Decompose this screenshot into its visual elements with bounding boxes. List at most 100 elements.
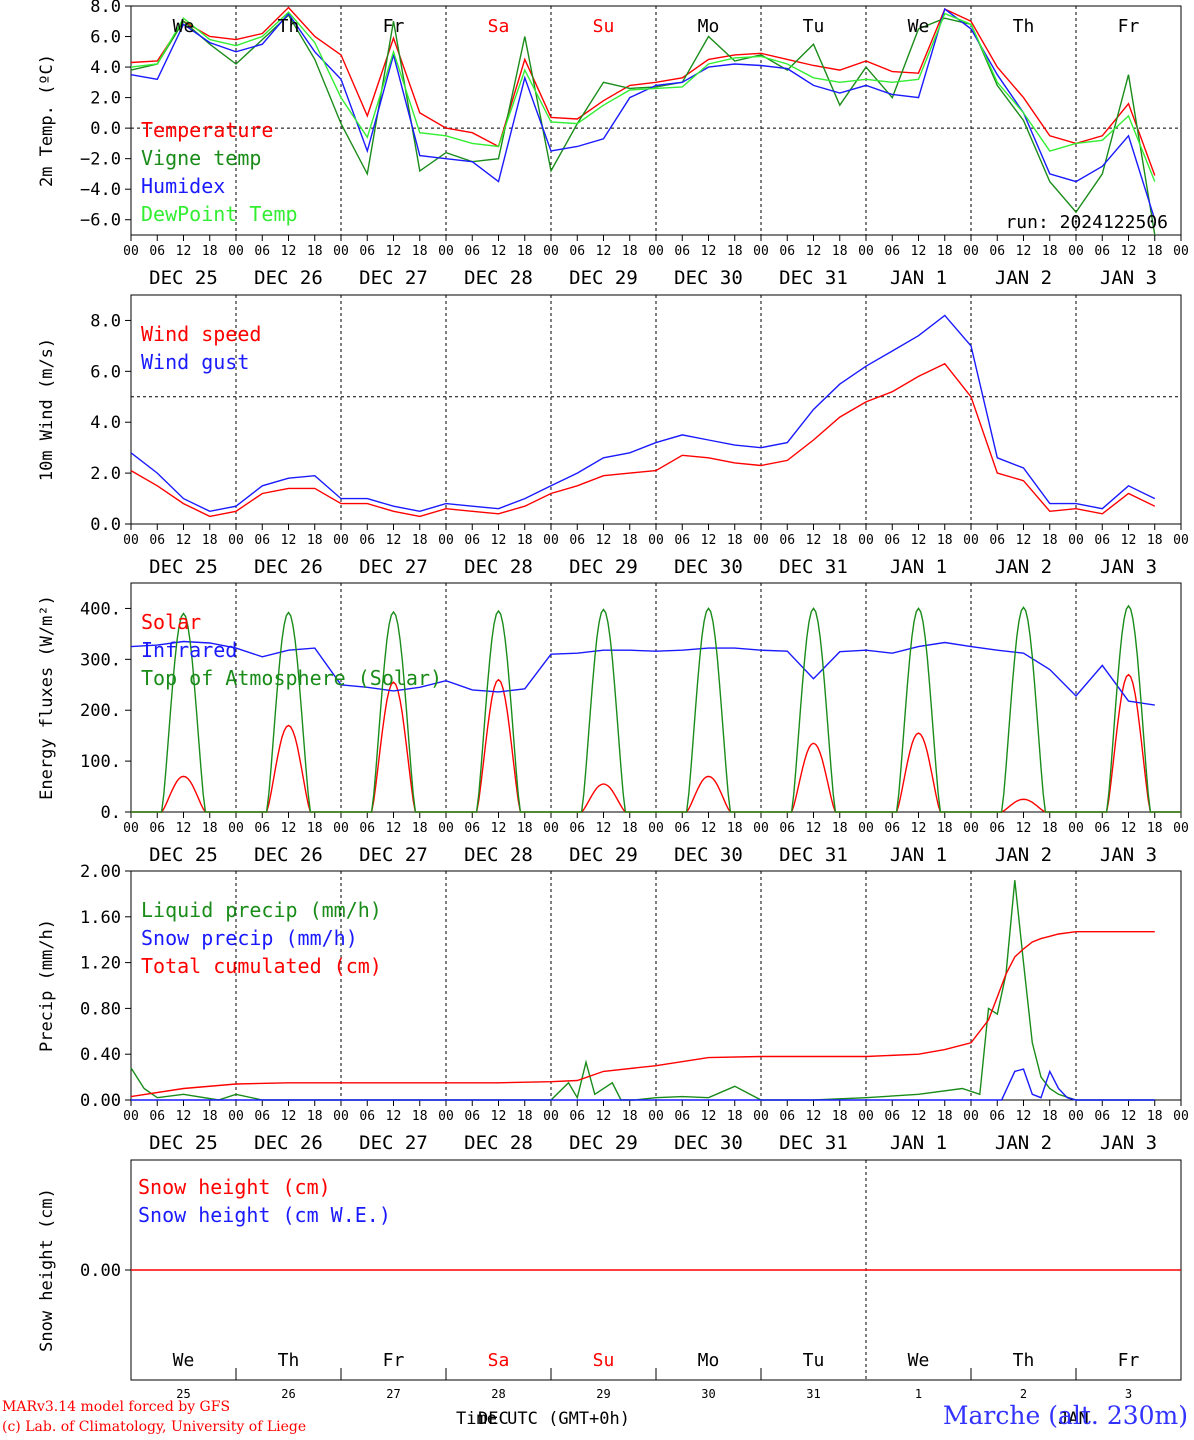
y-tick-label: 0. <box>101 803 121 823</box>
hour-tick-label: 06 <box>1094 821 1110 836</box>
day-number: 1 <box>915 1387 922 1401</box>
date-label: DEC 29 <box>569 556 638 578</box>
hour-tick-label: 06 <box>674 1109 690 1124</box>
date-label: JAN 3 <box>1100 267 1157 289</box>
legend-entry: DewPoint Temp <box>141 202 298 226</box>
panel-1 <box>125 5 1182 241</box>
hour-tick-label: 06 <box>359 821 375 836</box>
hour-tick-label: 00 <box>123 1109 139 1124</box>
hour-tick-label: 06 <box>149 821 165 836</box>
day-number: 28 <box>491 1387 505 1401</box>
date-label: JAN 2 <box>995 844 1052 866</box>
weekday-label: Fr <box>1118 16 1140 37</box>
hour-tick-label: 06 <box>254 1109 270 1124</box>
hour-tick-label: 00 <box>753 533 769 548</box>
weekday-label: Mo <box>698 1350 720 1371</box>
y-axis-label: Energy fluxes (W/m²) <box>37 595 57 800</box>
weekday-label: Su <box>593 1350 615 1371</box>
series-line-dewpoint-temp <box>130 11 1156 182</box>
hour-tick-label: 00 <box>543 1109 559 1124</box>
date-label: DEC 27 <box>359 556 428 578</box>
date-label: DEC 29 <box>569 267 638 289</box>
weekday-label: We <box>173 16 195 37</box>
hour-tick-label: 00 <box>228 1109 244 1124</box>
series-group <box>130 314 1156 518</box>
y-tick-label: −6.0 <box>80 211 121 231</box>
date-label: DEC 29 <box>569 1132 638 1154</box>
y-tick-label: −4.0 <box>80 180 121 200</box>
series-line-temperature <box>130 6 1156 176</box>
date-label: JAN 3 <box>1100 1132 1157 1154</box>
panel-4 <box>125 870 1182 1106</box>
hour-tick-label: 18 <box>517 244 533 259</box>
date-label: JAN 3 <box>1100 556 1157 578</box>
run-annotation: run: 2024122506 <box>1005 212 1168 233</box>
hour-tick-label: 18 <box>1147 1109 1163 1124</box>
day-number: 30 <box>701 1387 715 1401</box>
hour-tick-label: 06 <box>884 533 900 548</box>
weekday-label: We <box>908 1350 930 1371</box>
day-number: 2 <box>1020 1387 1027 1401</box>
weekday-label: Th <box>1013 1350 1035 1371</box>
hour-tick-label: 12 <box>1016 533 1032 548</box>
hour-tick-label: 18 <box>517 533 533 548</box>
legend-entry: Top of Atmosphere (Solar) <box>141 666 442 690</box>
date-label: DEC 29 <box>569 844 638 866</box>
hour-tick-label: 00 <box>543 244 559 259</box>
series-line-total-cumulated-cm- <box>130 931 1155 1098</box>
hour-tick-label: 06 <box>359 533 375 548</box>
hour-tick-label: 18 <box>832 533 848 548</box>
y-tick-label: 0.00 <box>80 1261 121 1281</box>
legend-entry: Humidex <box>141 174 225 198</box>
hour-tick-label: 00 <box>963 821 979 836</box>
hour-tick-label: 06 <box>464 533 480 548</box>
legend-entry: Wind gust <box>141 350 249 374</box>
series-line-wind-speed <box>130 362 1156 518</box>
hour-tick-label: 00 <box>543 821 559 836</box>
series-line-snow-precip-mm-h- <box>131 1068 1155 1101</box>
hour-tick-label: 12 <box>1016 821 1032 836</box>
day-number: 27 <box>386 1387 400 1401</box>
date-label: DEC 25 <box>149 556 218 578</box>
legend-entry: Vigne temp <box>141 146 261 170</box>
hour-tick-label: 18 <box>622 533 638 548</box>
weekday-label: Th <box>278 1350 300 1371</box>
hour-tick-label: 00 <box>858 533 874 548</box>
legend-entry: Snow height (cm W.E.) <box>138 1203 391 1227</box>
hour-tick-label: 18 <box>832 821 848 836</box>
hour-tick-label: 06 <box>569 533 585 548</box>
date-label: DEC 26 <box>254 556 323 578</box>
hour-tick-label: 12 <box>281 533 297 548</box>
hour-tick-label: 06 <box>989 821 1005 836</box>
date-label: DEC 28 <box>464 556 533 578</box>
y-tick-label: 2.0 <box>90 464 121 484</box>
hour-tick-label: 12 <box>806 533 822 548</box>
weekday-label: Fr <box>383 1350 405 1371</box>
hour-tick-label: 12 <box>386 244 402 259</box>
hour-tick-label: 18 <box>1042 533 1058 548</box>
hour-tick-label: 12 <box>701 1109 717 1124</box>
weekday-label: Th <box>1013 16 1035 37</box>
hour-tick-label: 18 <box>307 244 323 259</box>
hour-tick-label: 18 <box>202 244 218 259</box>
hour-tick-label: 00 <box>648 244 664 259</box>
date-label: JAN 1 <box>890 1132 947 1154</box>
weekday-label: Th <box>278 16 300 37</box>
weekday-label: Fr <box>383 16 405 37</box>
hour-tick-label: 18 <box>412 821 428 836</box>
hour-tick-label: 00 <box>438 821 454 836</box>
hour-tick-label: 18 <box>727 821 743 836</box>
date-label: DEC 25 <box>149 844 218 866</box>
hour-tick-label: 00 <box>648 533 664 548</box>
date-label: JAN 3 <box>1100 844 1157 866</box>
hour-tick-label: 00 <box>963 1109 979 1124</box>
y-tick-label: 8.0 <box>90 311 121 331</box>
hour-tick-label: 12 <box>701 244 717 259</box>
hour-tick-label: 12 <box>386 1109 402 1124</box>
date-label: DEC 28 <box>464 844 533 866</box>
hour-tick-label: 00 <box>753 244 769 259</box>
date-label: DEC 26 <box>254 1132 323 1154</box>
hour-tick-label: 00 <box>1173 533 1189 548</box>
hour-tick-label: 12 <box>1121 821 1137 836</box>
hour-tick-label: 06 <box>569 821 585 836</box>
